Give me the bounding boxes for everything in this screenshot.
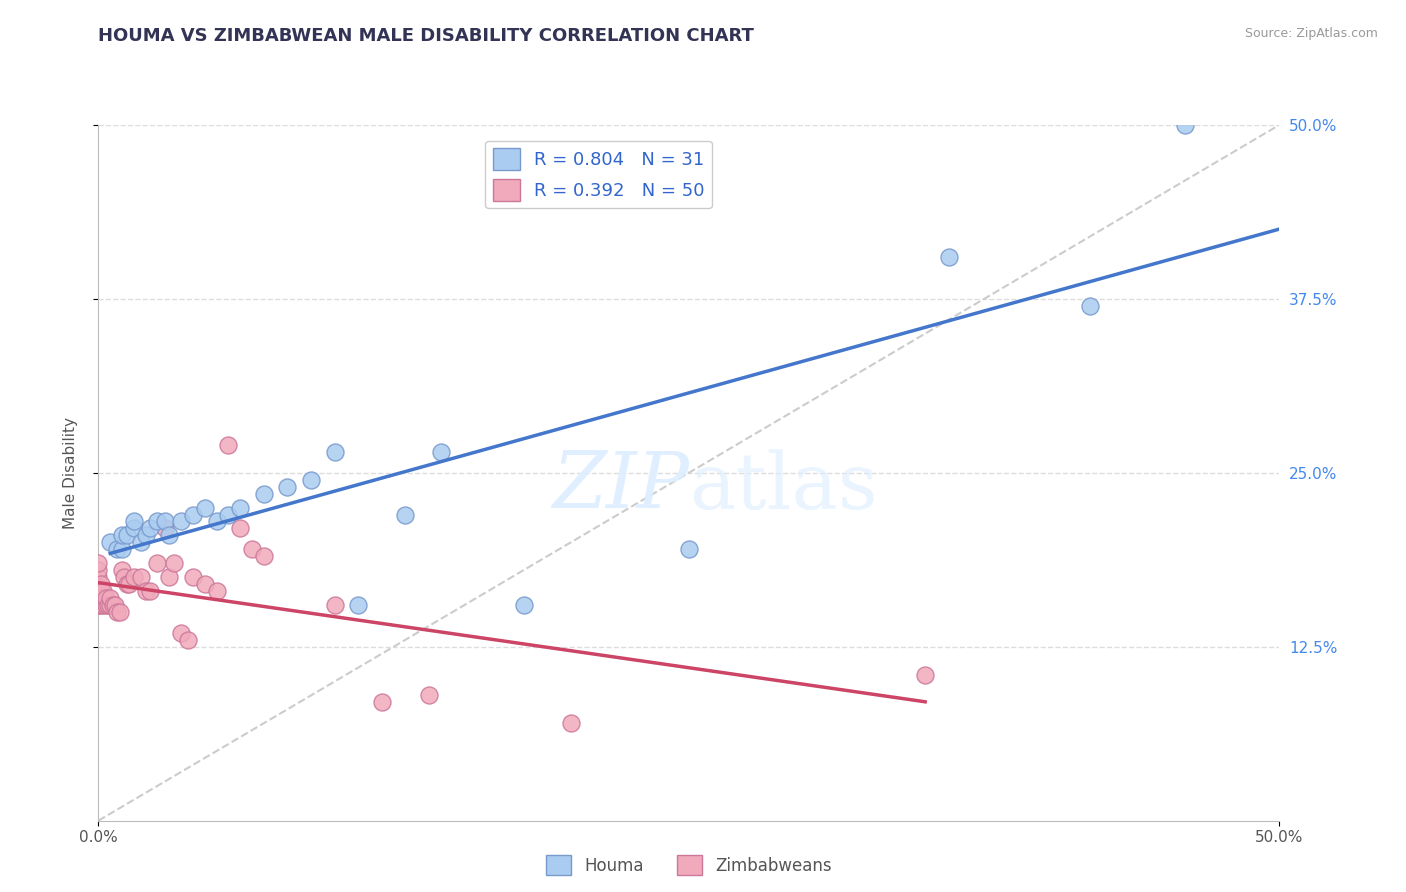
Point	[91, 584, 114, 599]
Point	[90, 598, 112, 612]
Point	[253, 486, 276, 500]
Point	[146, 515, 169, 529]
Y-axis label: Male Disability: Male Disability	[63, 417, 77, 529]
Point	[87, 577, 110, 591]
Point	[112, 570, 135, 584]
Point	[87, 598, 110, 612]
Point	[914, 667, 936, 681]
Point	[347, 598, 370, 612]
Point	[157, 528, 180, 542]
Point	[105, 605, 128, 619]
Point	[105, 542, 128, 557]
Point	[194, 500, 217, 515]
Point	[87, 598, 110, 612]
Point	[205, 584, 228, 599]
Point	[139, 584, 162, 599]
Point	[87, 563, 110, 577]
Point	[323, 445, 346, 459]
Point	[90, 584, 112, 599]
Point	[240, 542, 263, 557]
Point	[146, 556, 169, 570]
Point	[560, 716, 582, 731]
Point	[135, 528, 157, 542]
Point	[87, 570, 110, 584]
Point	[678, 542, 700, 557]
Point	[430, 445, 453, 459]
Point	[170, 625, 193, 640]
Point	[98, 591, 121, 605]
Point	[98, 535, 121, 549]
Point	[101, 598, 124, 612]
Point	[170, 515, 193, 529]
Point	[91, 598, 114, 612]
Point	[129, 535, 152, 549]
Point	[108, 605, 131, 619]
Point	[122, 521, 145, 535]
Point	[94, 591, 117, 605]
Point	[118, 577, 141, 591]
Point	[90, 577, 112, 591]
Point	[111, 542, 134, 557]
Point	[205, 515, 228, 529]
Point	[91, 591, 114, 605]
Legend: Houma, Zimbabweans: Houma, Zimbabweans	[540, 848, 838, 882]
Point	[111, 563, 134, 577]
Point	[1174, 118, 1197, 132]
Point	[111, 528, 134, 542]
Point	[512, 598, 534, 612]
Point	[323, 598, 346, 612]
Point	[87, 591, 110, 605]
Point	[181, 508, 204, 522]
Point	[139, 521, 162, 535]
Point	[229, 500, 252, 515]
Point	[181, 570, 204, 584]
Point	[87, 556, 110, 570]
Point	[129, 570, 152, 584]
Point	[229, 521, 252, 535]
Point	[177, 632, 200, 647]
Point	[135, 584, 157, 599]
Point	[122, 570, 145, 584]
Text: HOUMA VS ZIMBABWEAN MALE DISABILITY CORRELATION CHART: HOUMA VS ZIMBABWEAN MALE DISABILITY CORR…	[98, 27, 754, 45]
Point	[217, 438, 239, 452]
Point	[371, 695, 394, 709]
Point	[94, 598, 117, 612]
Point	[90, 591, 112, 605]
Point	[938, 250, 960, 264]
Text: Source: ZipAtlas.com: Source: ZipAtlas.com	[1244, 27, 1378, 40]
Point	[299, 473, 322, 487]
Point	[163, 556, 186, 570]
Point	[153, 515, 176, 529]
Point	[194, 577, 217, 591]
Point	[217, 508, 239, 522]
Point	[122, 515, 145, 529]
Point	[87, 584, 110, 599]
Text: ZIP: ZIP	[551, 449, 689, 524]
Point	[157, 570, 180, 584]
Point	[104, 598, 127, 612]
Point	[98, 598, 121, 612]
Point	[394, 508, 416, 522]
Point	[115, 528, 138, 542]
Point	[97, 598, 120, 612]
Point	[115, 577, 138, 591]
Point	[276, 480, 298, 494]
Point	[1080, 299, 1102, 313]
Point	[418, 689, 440, 703]
Point	[253, 549, 276, 564]
Text: atlas: atlas	[689, 449, 877, 524]
Point	[153, 521, 176, 535]
